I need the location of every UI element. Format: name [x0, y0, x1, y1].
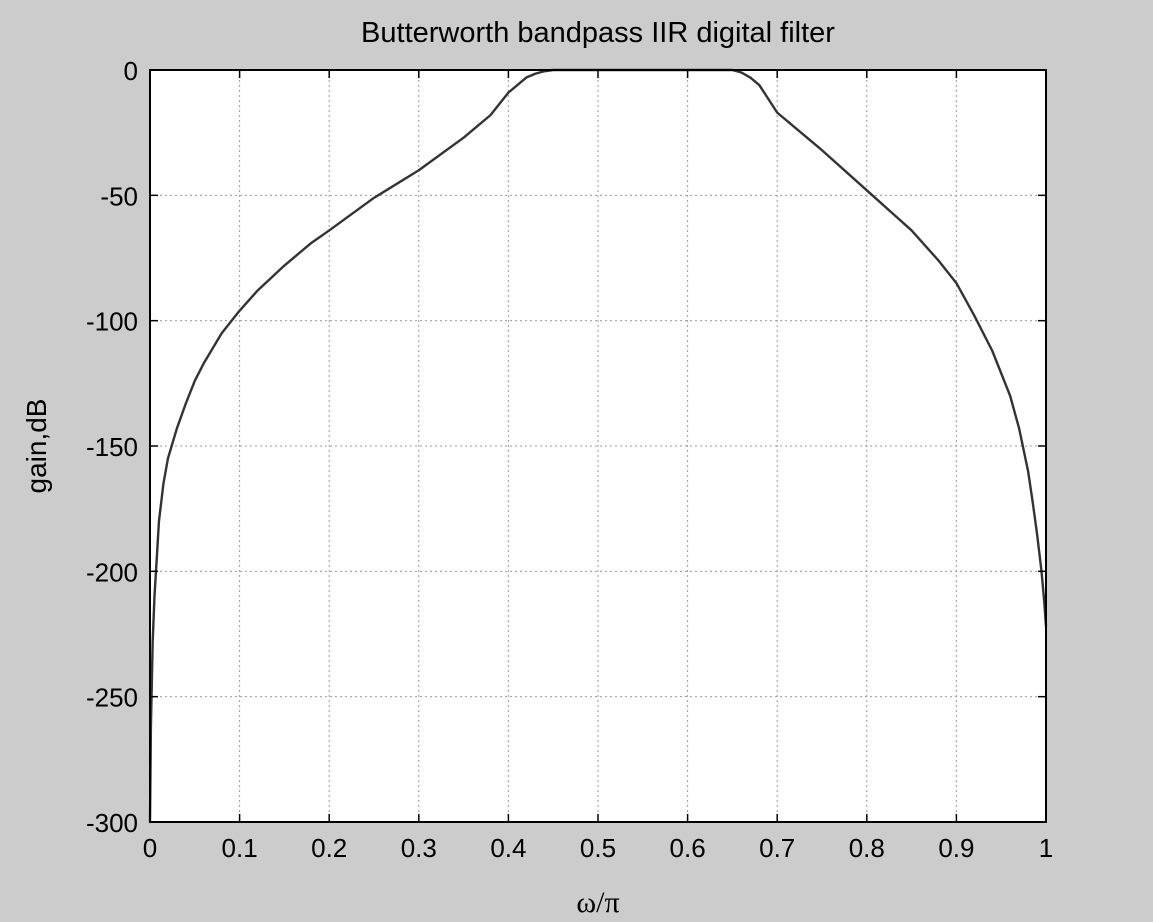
x-tick-label: 0.7	[759, 833, 795, 863]
y-tick-label: -300	[86, 808, 138, 838]
y-axis-label: gain,dB	[21, 399, 52, 494]
y-tick-label: -200	[86, 557, 138, 587]
x-tick-label: 0.2	[311, 833, 347, 863]
x-tick-label: 0.4	[490, 833, 526, 863]
x-tick-labels: 0 0.1 0.2 0.3 0.4 0.5 0.6 0.7 0.8 0.9 1	[143, 833, 1053, 863]
chart-title: Butterworth bandpass IIR digital filter	[361, 17, 835, 49]
y-tick-label: 0	[124, 56, 138, 86]
ticks	[149, 69, 1047, 823]
y-tick-label: -50	[100, 181, 138, 211]
x-tick-label: 0.9	[938, 833, 974, 863]
x-tick-label: 1	[1039, 833, 1053, 863]
x-tick-label: 0.1	[222, 833, 258, 863]
y-tick-labels: 0 -50 -100 -150 -200 -250 -300	[86, 56, 138, 838]
y-tick-label: -250	[86, 683, 138, 713]
x-tick-label: 0.6	[670, 833, 706, 863]
x-tick-label: 0.8	[849, 833, 885, 863]
x-tick-label: 0	[143, 833, 157, 863]
y-tick-label: -150	[86, 432, 138, 462]
x-tick-label: 0.5	[580, 833, 616, 863]
grid	[150, 70, 1046, 822]
x-axis-label: ω/π	[576, 886, 619, 919]
y-tick-label: -100	[86, 307, 138, 337]
x-tick-label: 0.3	[401, 833, 437, 863]
